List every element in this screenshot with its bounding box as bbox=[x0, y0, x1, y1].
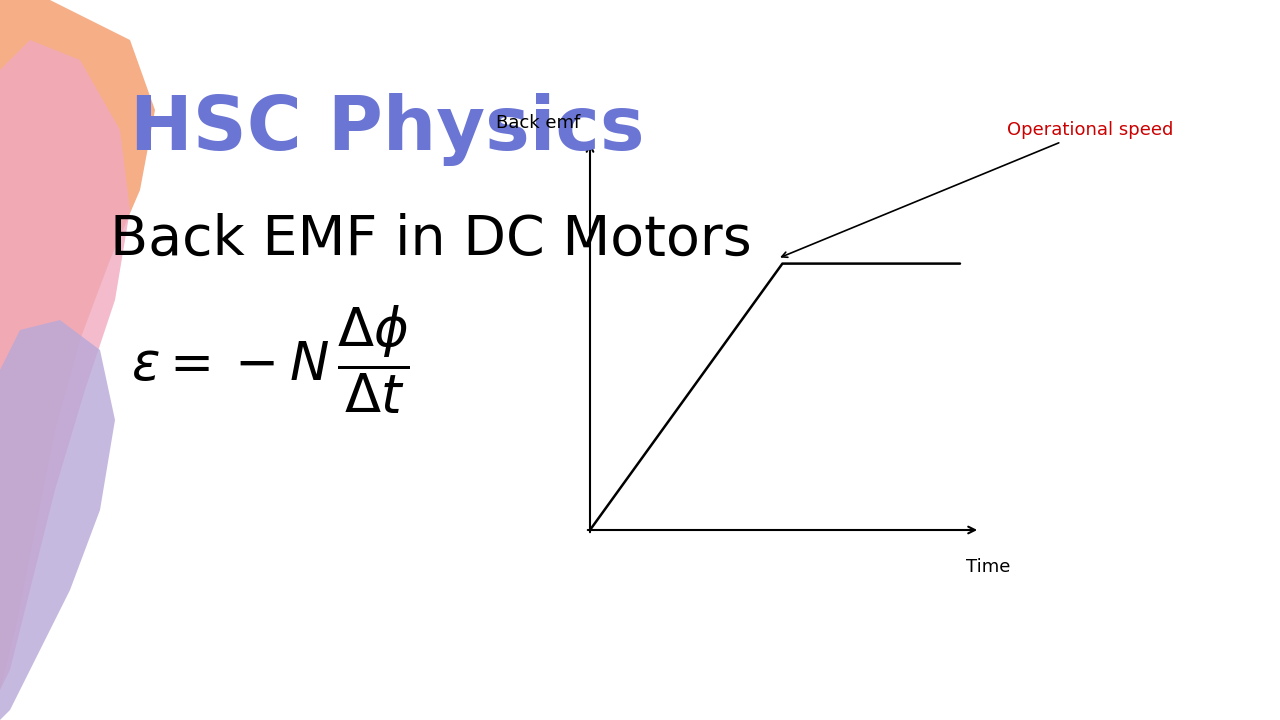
Text: Back emf: Back emf bbox=[495, 114, 580, 132]
Text: Time: Time bbox=[966, 558, 1010, 576]
Text: HSC Physics: HSC Physics bbox=[131, 94, 645, 166]
Polygon shape bbox=[0, 320, 115, 720]
Text: $\varepsilon = -N\,\dfrac{\Delta\phi}{\Delta t}$: $\varepsilon = -N\,\dfrac{\Delta\phi}{\D… bbox=[131, 304, 410, 416]
Polygon shape bbox=[0, 0, 155, 690]
Polygon shape bbox=[0, 40, 131, 690]
Text: Operational speed: Operational speed bbox=[782, 121, 1174, 257]
Text: Back EMF in DC Motors: Back EMF in DC Motors bbox=[110, 213, 751, 267]
